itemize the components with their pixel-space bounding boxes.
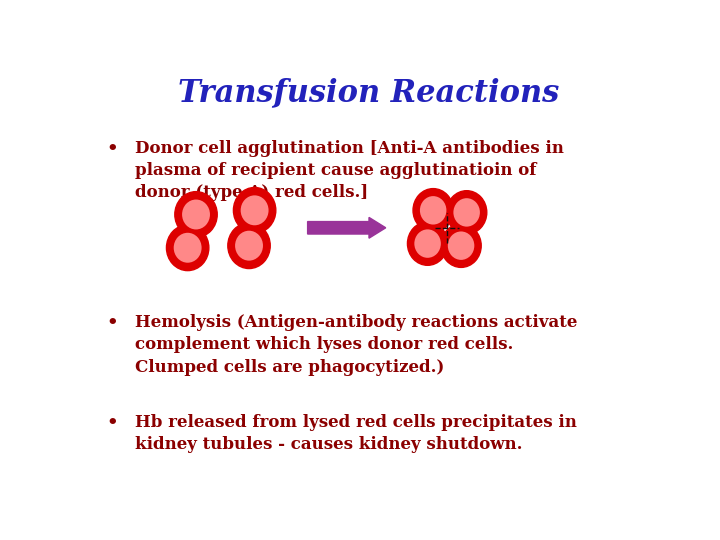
Ellipse shape [174, 233, 202, 263]
Text: Transfusion Reactions: Transfusion Reactions [179, 77, 559, 109]
Text: Hb released from lysed red cells precipitates in
kidney tubules - causes kidney : Hb released from lysed red cells precipi… [135, 414, 577, 453]
Ellipse shape [413, 188, 454, 232]
Ellipse shape [228, 223, 270, 268]
Text: •: • [107, 414, 118, 432]
Ellipse shape [166, 225, 209, 271]
Text: Hemolysis (Antigen-antibody reactions activate
complement which lyses donor red : Hemolysis (Antigen-antibody reactions ac… [135, 314, 577, 376]
Ellipse shape [448, 232, 474, 260]
Ellipse shape [233, 187, 276, 233]
Ellipse shape [420, 196, 446, 225]
Ellipse shape [235, 231, 263, 261]
Ellipse shape [240, 195, 269, 225]
FancyArrow shape [307, 218, 386, 238]
Ellipse shape [454, 198, 480, 227]
Ellipse shape [182, 199, 210, 230]
Ellipse shape [441, 224, 481, 267]
Text: •: • [107, 314, 118, 332]
Ellipse shape [414, 230, 441, 258]
Text: •: • [107, 140, 118, 158]
Text: Donor cell agglutination [Anti-A antibodies in
plasma of recipient cause aggluti: Donor cell agglutination [Anti-A antibod… [135, 140, 564, 201]
Ellipse shape [175, 192, 217, 238]
Ellipse shape [446, 191, 487, 234]
Ellipse shape [408, 222, 448, 265]
